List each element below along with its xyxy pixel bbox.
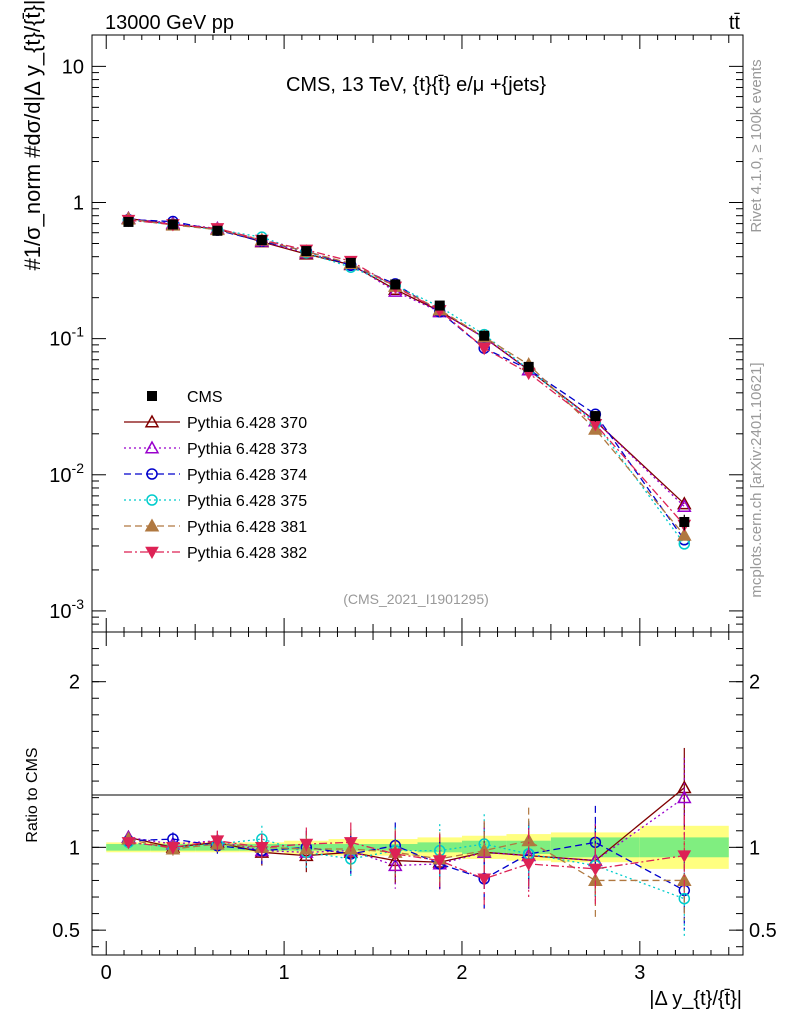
- legend-marker-1: [144, 440, 160, 454]
- ratio-point-5: [588, 863, 603, 876]
- series-line-5: [128, 219, 685, 526]
- ratio-point-5: [255, 842, 269, 855]
- y-tick-exponent: -3: [72, 596, 85, 612]
- legend-label-2: Pythia 6.428 374: [187, 467, 307, 484]
- data-point: [590, 411, 601, 422]
- x-tick-label: 2: [456, 962, 467, 984]
- ratio-frame: [91, 631, 744, 956]
- data-point: [301, 246, 312, 257]
- legend-marker-3: [146, 494, 158, 506]
- ratio-point-5: [521, 858, 536, 871]
- ratio-point-4: [521, 833, 536, 847]
- x-tick-label: 3: [634, 962, 645, 984]
- legend-marker-0: [144, 414, 160, 428]
- series-line-2: [128, 218, 685, 541]
- main-y-ticks: 10-3 10-2 10-1 1 10: [49, 56, 743, 625]
- ratio-tick-label-right: 2: [749, 672, 760, 694]
- series-line-4: [128, 218, 685, 536]
- ratio-point-3: [678, 892, 691, 905]
- data-point: [212, 225, 223, 236]
- y-tick-label: 10-1: [49, 324, 84, 351]
- ratio-point-5: [166, 842, 180, 855]
- ratio-y-ticks: 0.5 0.5 1 1 2 2: [52, 648, 777, 948]
- energy-label: 13000 GeV pp: [105, 12, 234, 34]
- ratio-point-5: [388, 848, 403, 861]
- x-tick-label: 0: [101, 962, 112, 984]
- y-tick-exponent: -1: [72, 324, 85, 340]
- legend-marker-cms: [147, 391, 157, 401]
- series-point-0: [677, 496, 692, 510]
- data-point: [679, 516, 690, 527]
- data-point: [256, 235, 267, 246]
- ratio-point-5: [210, 835, 225, 848]
- ratio-point-5: [299, 838, 314, 852]
- y-axis-label: #1/σ_norm #dσ/d|Δ y_{t}/{t̄}|: [20, 0, 45, 271]
- y-tick-exponent: -2: [72, 460, 85, 476]
- legend: CMS Pythia 6.428 370 Pythia 6.428 373 Pythi…: [124, 389, 307, 562]
- series-point-1: [677, 498, 692, 513]
- analysis-tag: (CMS_2021_I1901295): [343, 591, 489, 607]
- ratio-line-5: [128, 840, 685, 880]
- rivet-version-label: Rivet 4.1.0, ≥ 100k events: [748, 59, 765, 232]
- y-tick-label: 10-2: [49, 460, 84, 487]
- data-point: [123, 216, 134, 227]
- legend-label-cms: CMS: [187, 389, 223, 406]
- ratio-point-5: [121, 837, 136, 850]
- legend-label-0: Pythia 6.428 370: [187, 415, 307, 432]
- data-point: [434, 300, 445, 311]
- series-point-4: [677, 527, 692, 541]
- legend-label-1: Pythia 6.428 373: [187, 441, 307, 458]
- ratio-panel: 0.5 0.5 1 1 2 2: [52, 631, 777, 956]
- y-tick-label: 10-3: [49, 596, 84, 623]
- data-point: [345, 257, 356, 268]
- y-tick-label: 10: [62, 56, 84, 78]
- ratio-line-4: [128, 838, 685, 882]
- ratio-tick-label-right: 0.5: [749, 920, 777, 942]
- data-point: [167, 219, 178, 230]
- x-axis-label: |Δ y_{t}/{t̄}|: [649, 988, 742, 1010]
- ratio-tick-label: 1: [69, 837, 80, 859]
- series-line-0: [128, 217, 685, 505]
- x-tick-label: 1: [279, 962, 290, 984]
- mcplots-label: mcplots.cern.ch [arXiv:2401.10621]: [748, 362, 765, 597]
- data-point: [479, 330, 490, 341]
- legend-marker-4: [144, 518, 160, 532]
- ratio-line-0: [128, 787, 685, 863]
- x-tick-labels: 0 1 2 3: [101, 962, 646, 984]
- y-tick-label: 1: [73, 193, 84, 215]
- main-panel: 10-3 10-2 10-1 1 10 CMS, 13 TeV, {t}{t̄} e/μ…: [49, 34, 744, 955]
- ratio-point-5: [343, 837, 358, 850]
- ratio-tick-label-right: 1: [749, 837, 760, 859]
- cms-data-points: [123, 216, 690, 531]
- chart-title: CMS, 13 TeV, {t}{t̄} e/μ +{jets}: [286, 74, 546, 96]
- ratio-y-label: Ratio to CMS: [24, 747, 41, 842]
- ratio-point-5: [677, 850, 692, 863]
- series-point-5: [477, 342, 492, 356]
- series-line-1: [128, 217, 685, 507]
- process-label: tt̄: [729, 12, 741, 34]
- ratio-tick-label: 0.5: [52, 920, 80, 942]
- ratio-point-5: [477, 873, 492, 886]
- legend-label-5: Pythia 6.428 382: [187, 545, 307, 562]
- legend-label-3: Pythia 6.428 375: [187, 493, 307, 510]
- ratio-point-1: [677, 790, 692, 804]
- ratio-point-5: [432, 855, 447, 868]
- ratio-series: [121, 747, 692, 939]
- ratio-tick-label: 2: [69, 672, 80, 694]
- main-frame: [91, 34, 744, 633]
- main-x-ticks: [105, 35, 730, 955]
- legend-marker-2: [146, 468, 158, 480]
- legend-label-4: Pythia 6.428 381: [187, 519, 307, 536]
- legend-marker-5: [145, 546, 159, 560]
- data-point: [523, 361, 534, 372]
- data-point: [390, 279, 401, 290]
